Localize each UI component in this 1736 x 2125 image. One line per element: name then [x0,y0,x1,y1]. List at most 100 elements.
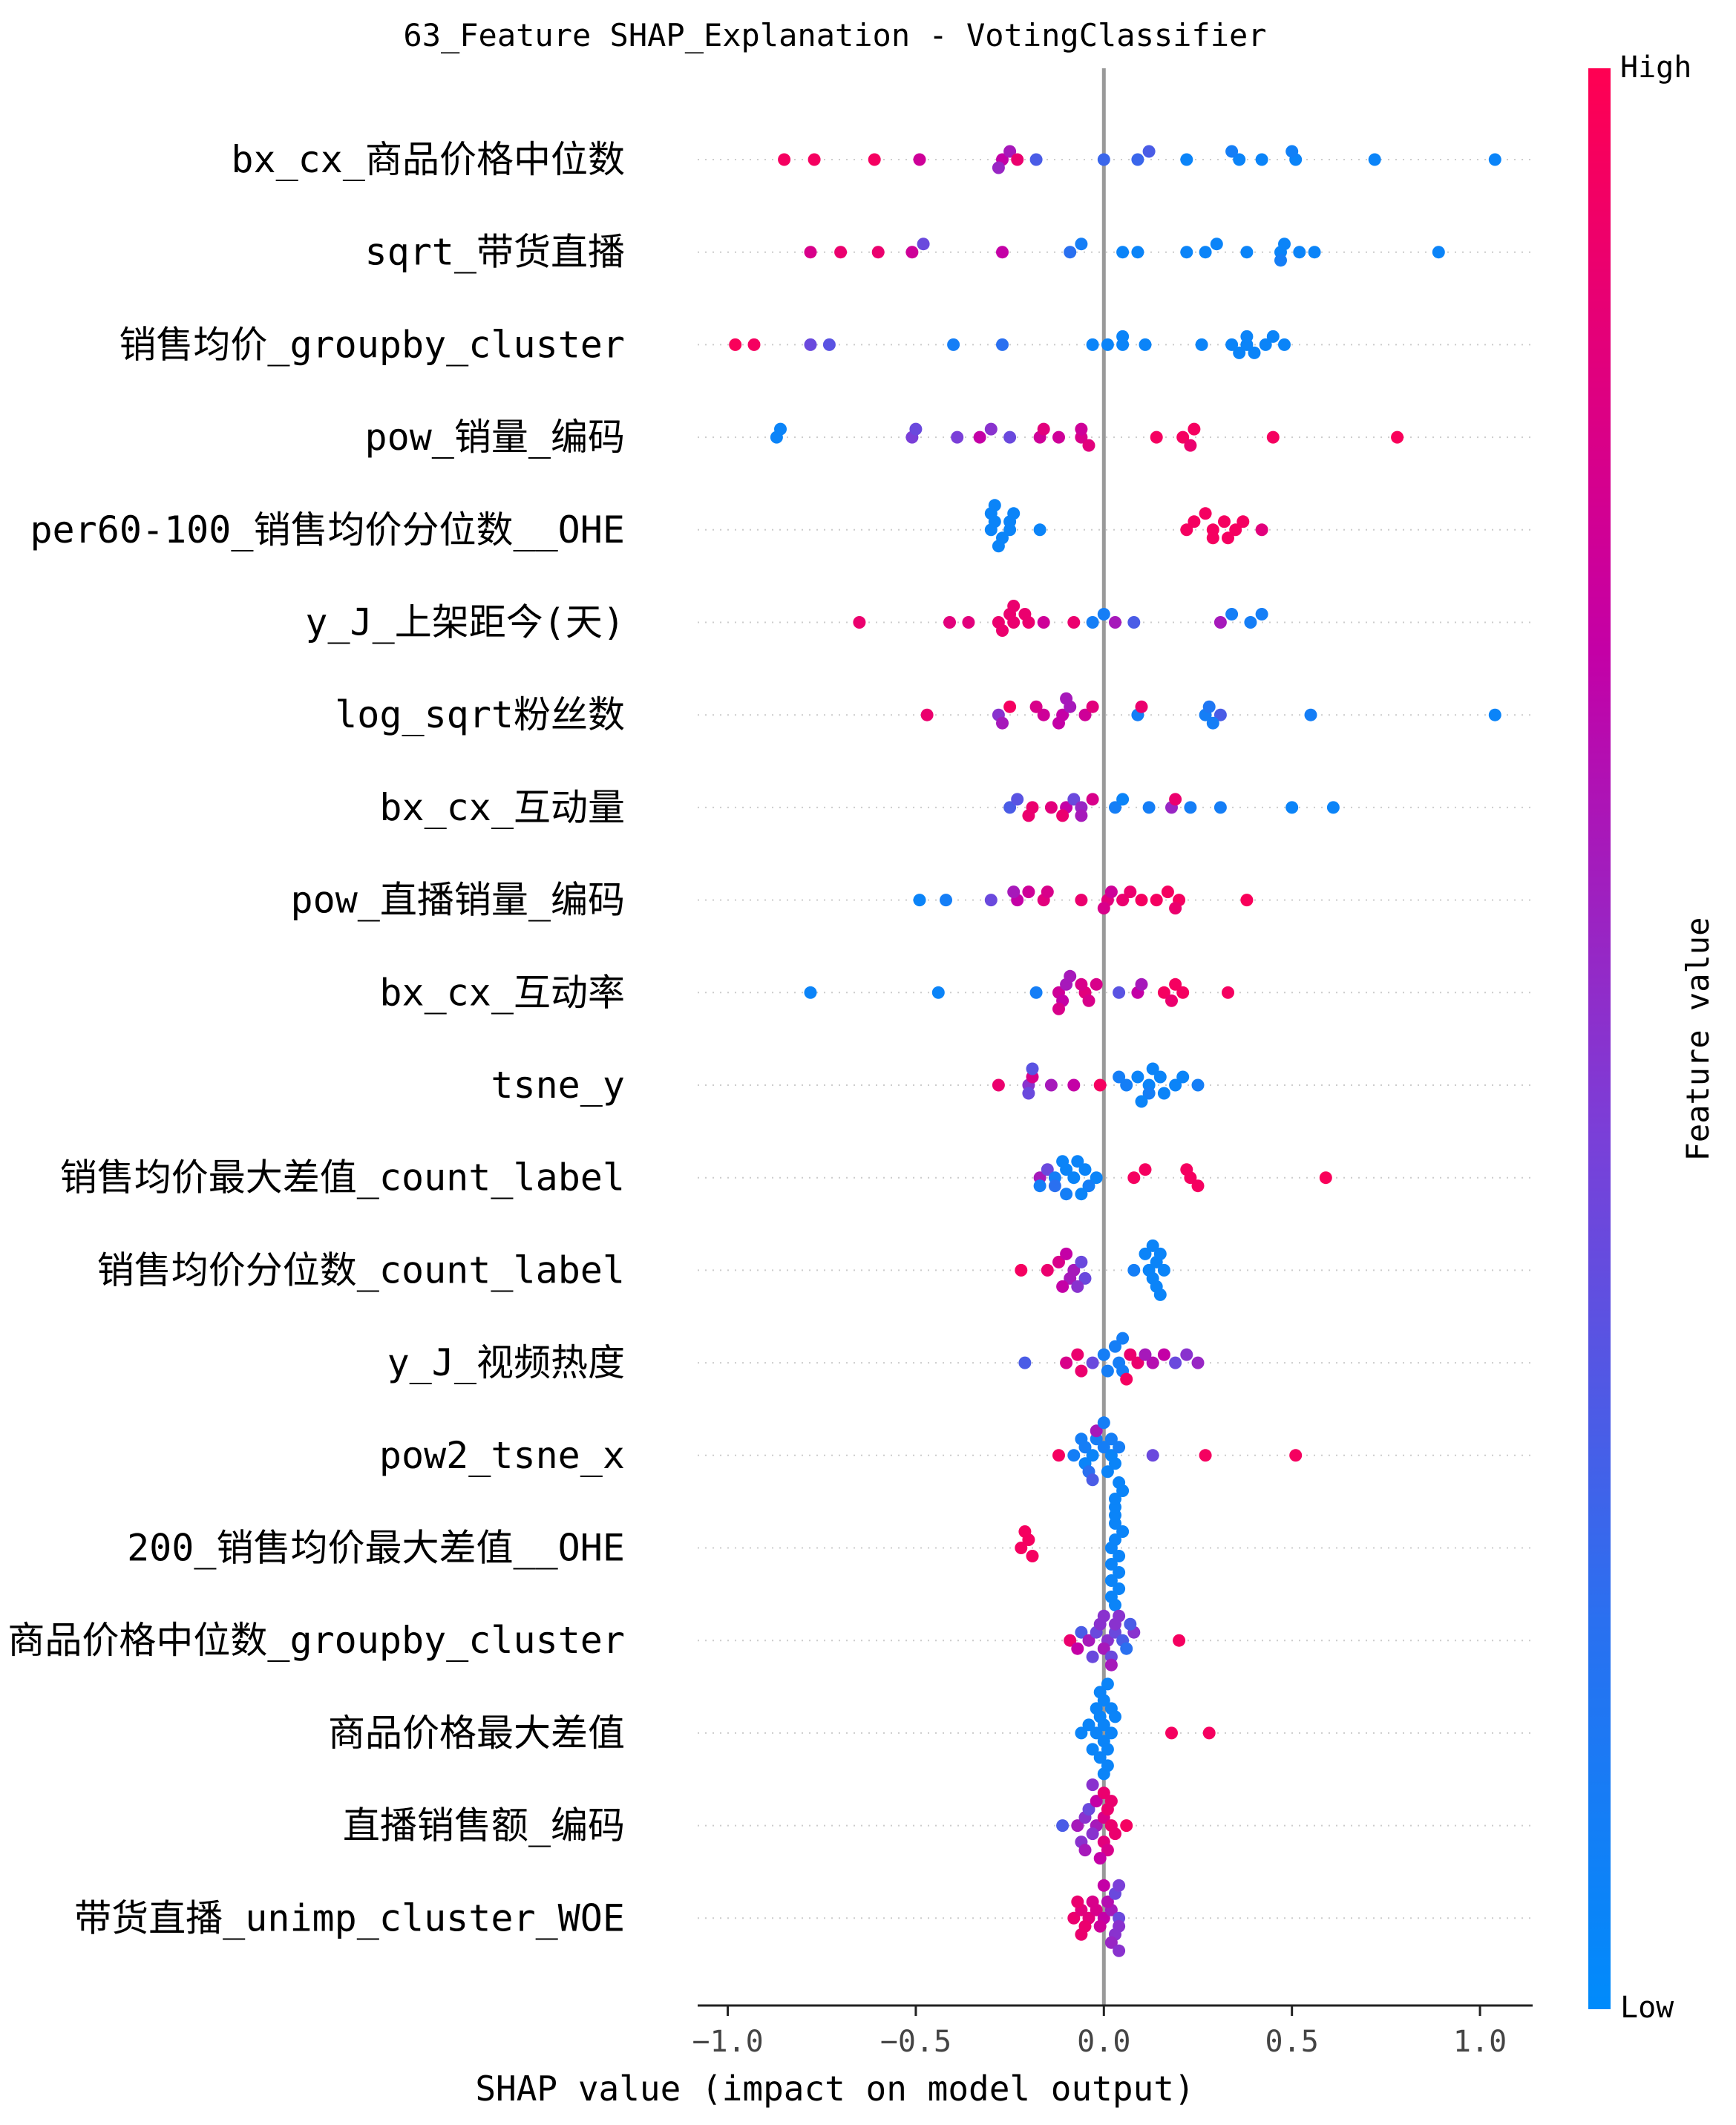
shap-point [1007,885,1021,899]
feature-label: 销售均价分位数_count_label [97,1248,625,1291]
shap-point [1169,793,1182,806]
shap-point [1188,422,1201,436]
shap-point [1064,1271,1077,1285]
feature-label: pow_直播销量_编码 [290,879,625,922]
shap-point [943,616,956,629]
shap-point [1075,238,1088,251]
shap-point [1202,1726,1216,1740]
shap-point [1093,1751,1107,1764]
shap-point [1075,1625,1088,1639]
shap-point [992,1078,1005,1092]
shap-point [1056,1155,1070,1168]
shap-point [1018,1356,1032,1369]
shap-point [1113,1609,1126,1623]
shap-point [1165,1726,1178,1740]
shap-point [1086,1473,1099,1487]
shap-point [1064,1634,1077,1647]
shap-point [1116,894,1130,907]
shap-point [1082,1718,1095,1732]
shap-point [1391,430,1404,444]
shap-point [1180,246,1193,259]
shap-point [1109,1457,1121,1470]
shap-point [1213,801,1227,814]
shap-point [1067,1449,1081,1462]
shap-point [1067,616,1081,629]
shap-point [1146,1449,1159,1462]
shap-point [1086,700,1099,713]
shap-point [1165,994,1178,1007]
shap-point [1071,1155,1084,1168]
shap-point [1101,1743,1114,1756]
shap-point [1064,246,1077,259]
shap-point [1067,1171,1081,1185]
shap-point [1041,885,1054,899]
shap-point [1139,1348,1152,1361]
shap-point [1075,1364,1088,1378]
feature-label: y_J_视频热度 [387,1341,625,1384]
shap-point [962,616,975,629]
feature-label: 商品价格最大差值 [328,1712,625,1755]
shap-point [1240,246,1254,259]
shap-point [1090,1171,1103,1185]
shap-point [1093,1919,1107,1933]
shap-point [996,246,1009,259]
shap-point [747,338,761,351]
shap-point [1097,1767,1110,1781]
shap-point [1199,246,1212,259]
shap-point [1109,1827,1121,1841]
shap-point [804,338,817,351]
shap-point [1319,1171,1332,1185]
shap-point [1199,1449,1212,1462]
shap-point [920,708,934,721]
shap-point [1142,1087,1156,1100]
shap-point [1206,531,1219,545]
shap-point [1210,238,1223,251]
shap-point [1090,978,1103,991]
shap-point [1191,1078,1205,1092]
shap-point [996,338,1009,351]
shap-point [909,422,923,436]
feature-label: pow_销量_编码 [364,416,625,459]
shap-point [1097,1441,1110,1454]
shap-point [1041,1263,1054,1277]
shap-point [1097,1787,1110,1800]
shap-point [1041,1163,1054,1176]
shap-point [1037,616,1050,629]
shap-point [1078,708,1092,721]
shap-point [973,430,986,444]
shap-point [1199,507,1212,520]
shap-point [984,422,998,436]
shap-point [1233,346,1246,359]
shap-point [1097,1642,1110,1655]
shap-point [1044,801,1058,814]
shap-point [1255,608,1268,621]
shap-point [1071,1280,1084,1293]
shap-point [1191,1179,1205,1193]
shap-point [804,986,817,999]
shap-point [1259,338,1272,351]
shap-point [1116,1332,1130,1345]
shap-point [1146,1356,1159,1369]
shap-point [1018,1525,1032,1538]
shap-point [1067,793,1081,806]
shap-point [1240,330,1254,343]
shap-point [1060,1356,1073,1369]
shap-point [1116,330,1130,343]
shap-point [1150,430,1163,444]
colorbar: High Low Feature value [1588,50,1716,2025]
shap-point [1191,1356,1205,1369]
shap-point [1124,1348,1137,1361]
shap-point [1093,1852,1107,1865]
shap-point [729,338,742,351]
shap-point [1075,1433,1088,1446]
shap-point [1157,1087,1170,1100]
shap-point [1304,708,1317,721]
shap-point [1033,1179,1046,1193]
shap-point [1157,1348,1170,1361]
shap-point [1176,1070,1190,1084]
shap-point [1075,1928,1088,1941]
shap-point [1071,1348,1084,1361]
shap-point [1109,1493,1121,1505]
x-tick-label: 0.0 [1077,2025,1130,2059]
shap-points [729,145,1501,1957]
